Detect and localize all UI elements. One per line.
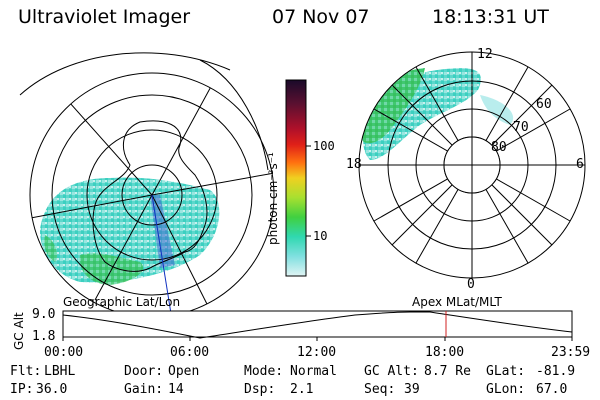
geographic-map: [30, 73, 274, 317]
glat-value: -81.9: [536, 364, 576, 379]
magnetic-polar-plot: [359, 52, 585, 278]
time-tick-1800: 18:00: [425, 345, 465, 360]
time-tick-2359: 23:59: [551, 345, 591, 360]
gain-label: Gain:: [124, 382, 164, 397]
glat-label: GLat:: [486, 364, 526, 379]
colorbar-tick-100: 100: [313, 139, 335, 153]
time-tick-1200: 12:00: [297, 345, 337, 360]
altitude-strip-frame: [62, 310, 573, 338]
gain-value: 14: [168, 382, 184, 397]
seq-value: 39: [404, 382, 420, 397]
time-tick-0600: 06:00: [170, 345, 210, 360]
door-value: Open: [168, 364, 200, 379]
flt-label: Flt:: [10, 364, 42, 379]
glon-value: 67.0: [536, 382, 568, 397]
mode-value: Normal: [290, 364, 337, 379]
altitude-curve: [62, 311, 573, 339]
mlt-label-0: 0: [467, 277, 475, 292]
dsp-value: 2.1: [290, 382, 314, 397]
time-tick-0000: 00:00: [44, 345, 84, 360]
colorbar: [285, 79, 307, 277]
mlat-label-80: 80: [491, 140, 507, 155]
glon-label: GLon:: [486, 382, 526, 397]
mlt-label-6: 6: [576, 157, 584, 172]
mlt-label-18: 18: [346, 157, 362, 172]
dsp-label: Dsp:: [244, 382, 276, 397]
gcalt-label: GC Alt:: [364, 364, 419, 379]
colorbar-tick-10: 10: [313, 229, 328, 243]
instrument-title: Ultraviolet Imager: [18, 6, 191, 28]
alt-tick-1-8: 1.8: [32, 329, 56, 344]
gcalt-value: 8.7 Re: [424, 364, 471, 379]
door-label: Door:: [124, 364, 164, 379]
seq-label: Seq:: [364, 382, 396, 397]
date-label: 07 Nov 07: [272, 6, 370, 28]
colorbar-unit-label: photon cm⁻²s⁻¹: [266, 152, 280, 245]
ip-value: 36.0: [36, 382, 68, 397]
ip-label: IP:: [10, 382, 34, 397]
right-polar-edge: [358, 51, 586, 279]
mlat-label-70: 70: [513, 120, 529, 135]
mlat-label-60: 60: [536, 97, 552, 112]
flt-value: LBHL: [44, 364, 76, 379]
left-panel-label: Geographic Lat/Lon: [63, 295, 181, 309]
alt-tick-9: 9.0: [32, 307, 56, 322]
right-panel-label: Apex MLat/MLT: [412, 295, 502, 309]
time-label: 18:13:31 UT: [432, 6, 549, 28]
mode-label: Mode:: [244, 364, 284, 379]
altitude-axis-label: GC Alt: [12, 312, 26, 350]
mlt-label-12: 12: [477, 47, 493, 62]
